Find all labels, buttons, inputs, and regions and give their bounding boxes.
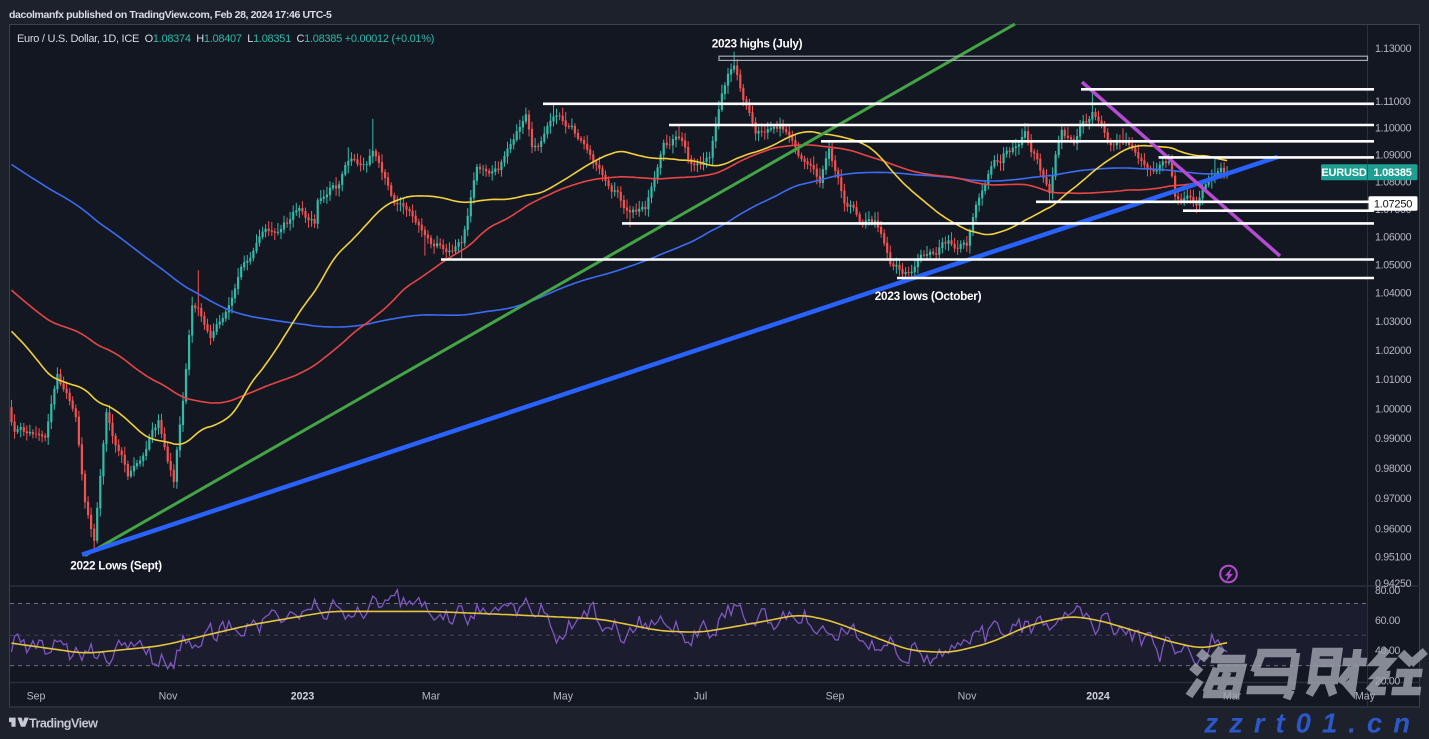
svg-text:May: May <box>553 691 574 703</box>
svg-text:dacolmanfx published on Tradin: dacolmanfx published on TradingView.com,… <box>9 9 332 21</box>
svg-text:TradingView: TradingView <box>29 717 98 731</box>
svg-text:0.97000: 0.97000 <box>1375 493 1412 505</box>
svg-text:1.07250: 1.07250 <box>1374 199 1412 211</box>
svg-text:2022 Lows (Sept): 2022 Lows (Sept) <box>70 559 162 573</box>
svg-text:2023 highs (July): 2023 highs (July) <box>712 37 803 51</box>
svg-text:Jul: Jul <box>694 691 708 703</box>
svg-text:2023: 2023 <box>291 691 315 703</box>
svg-text:1.13000: 1.13000 <box>1375 43 1412 55</box>
svg-text:Euro / U.S. Dollar, 1D, ICE O: Euro / U.S. Dollar, 1D, ICE O1.08374 H1.… <box>17 33 434 45</box>
svg-text:zzrt01.cn: zzrt01.cn <box>1203 708 1421 739</box>
svg-text:0.99000: 0.99000 <box>1375 433 1412 445</box>
svg-text:1.08385: 1.08385 <box>1373 167 1411 179</box>
svg-text:1.02000: 1.02000 <box>1375 345 1412 357</box>
svg-text:80.00: 80.00 <box>1375 585 1400 597</box>
svg-text:Mar: Mar <box>422 691 441 703</box>
svg-text:EURUSD: EURUSD <box>1321 167 1367 179</box>
svg-text:60.00: 60.00 <box>1375 615 1400 627</box>
svg-text:0.98000: 0.98000 <box>1375 463 1412 475</box>
svg-text:Nov: Nov <box>958 691 978 703</box>
svg-text:1.05000: 1.05000 <box>1375 260 1412 272</box>
svg-text:2023 lows (October): 2023 lows (October) <box>875 289 982 303</box>
svg-text:0.94250: 0.94250 <box>1375 578 1412 590</box>
svg-text:1.04000: 1.04000 <box>1375 288 1412 300</box>
svg-text:1.11000: 1.11000 <box>1375 96 1411 108</box>
svg-text:Sep: Sep <box>27 691 46 703</box>
svg-text:1.06000: 1.06000 <box>1375 232 1412 244</box>
svg-text:1.00000: 1.00000 <box>1375 403 1412 415</box>
svg-text:0.96000: 0.96000 <box>1375 524 1412 536</box>
svg-text:Sep: Sep <box>826 691 845 703</box>
svg-text:1.03000: 1.03000 <box>1375 316 1412 328</box>
svg-text:2024: 2024 <box>1086 691 1110 703</box>
svg-text:0.95100: 0.95100 <box>1375 551 1412 563</box>
svg-text:1.10000: 1.10000 <box>1375 123 1412 135</box>
svg-text:Nov: Nov <box>159 691 179 703</box>
svg-text:1.09000: 1.09000 <box>1375 149 1412 161</box>
svg-text:1.01000: 1.01000 <box>1375 374 1412 386</box>
